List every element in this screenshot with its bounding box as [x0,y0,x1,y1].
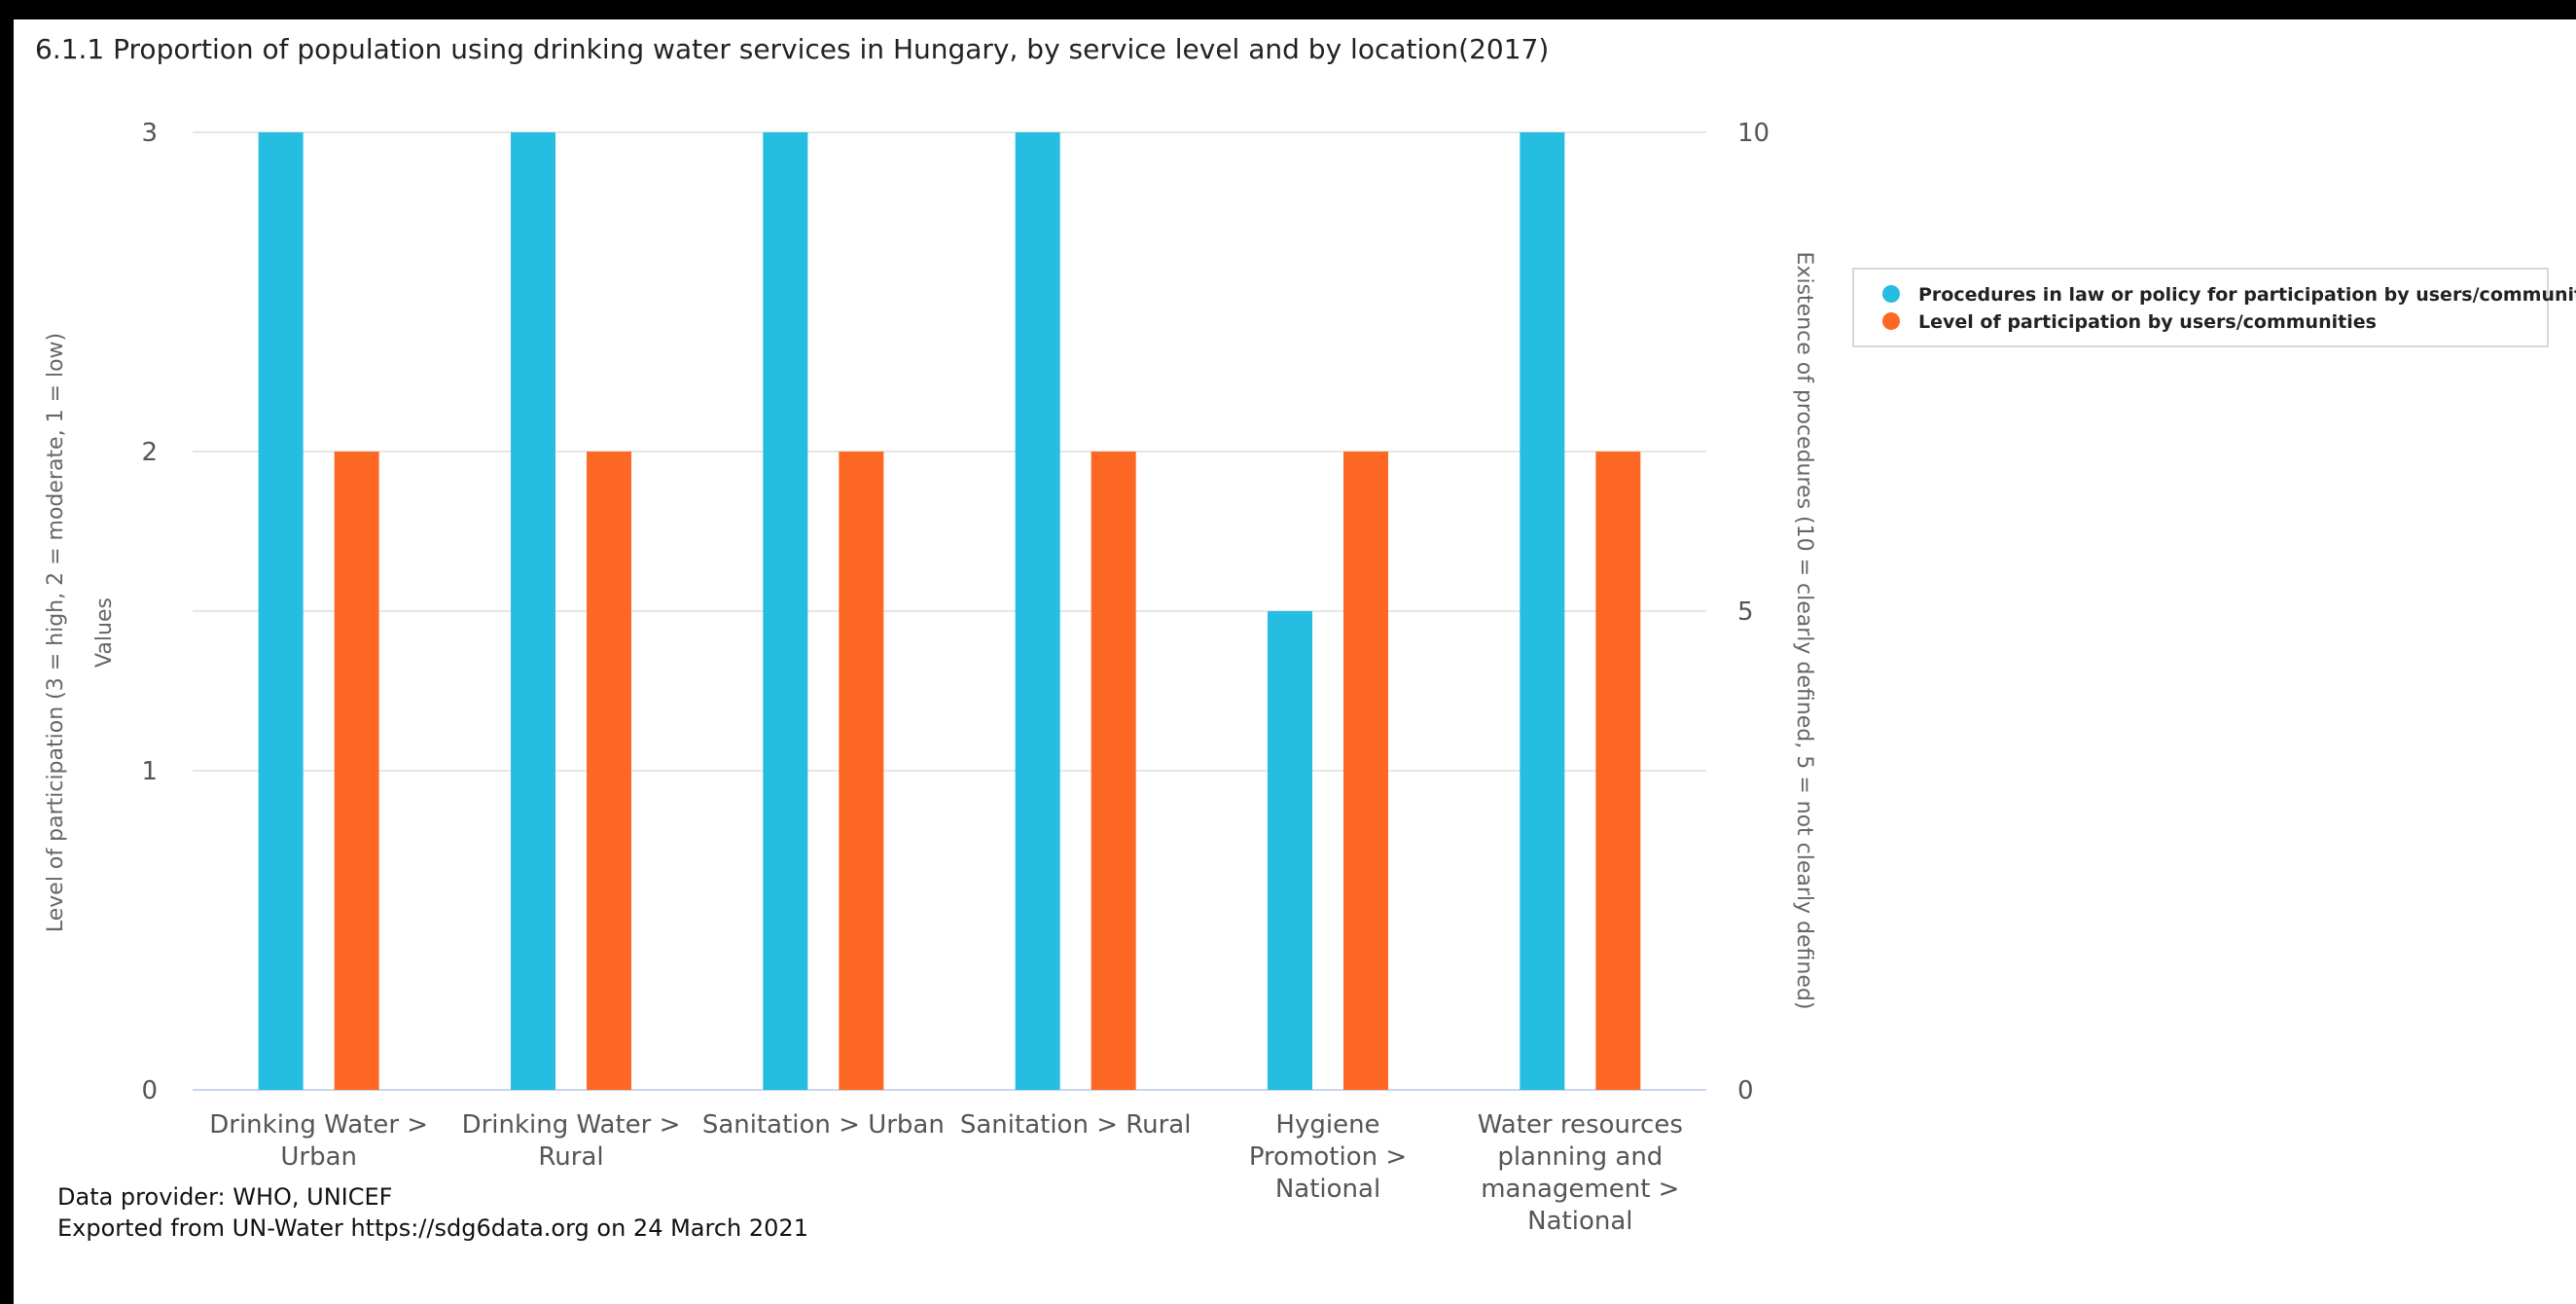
left-axis-subtitle: Values [92,598,117,668]
bar [1343,452,1388,1090]
category-label: Sanitation > Rural [960,1110,1192,1140]
left-tick-label: 3 [141,119,158,148]
bar [258,132,304,1090]
chart-panel: 6.1.1 Proportion of population using dri… [14,19,2576,1304]
right-axis-ticks: 0 5 10 [1737,119,1770,1105]
bar [1091,452,1136,1090]
export-source-text: Exported from UN-Water https://sdg6data.… [57,1214,808,1242]
category-label: Water resources planning and management > N… [1478,1110,1683,1236]
bar [334,452,379,1090]
right-tick-label: 5 [1737,598,1754,627]
category-labels: Drinking Water > Urban Drinking Water > Rur… [209,1110,1683,1236]
bars [258,132,1641,1090]
left-tick-label: 0 [141,1076,158,1105]
legend-label: Level of participation by users/communit… [1918,311,2377,333]
bar [763,132,808,1090]
category-label: Drinking Water > Urban [209,1110,428,1172]
left-axis-title: Level of participation (3 = high, 2 = mo… [44,333,68,932]
bar [1520,132,1565,1090]
category-label: Drinking Water > Rural [462,1110,681,1172]
bar [587,452,631,1090]
bar [511,132,555,1090]
grid-lines [193,131,1706,1091]
legend-marker [1882,285,1900,303]
left-axis-ticks: 0 1 2 3 [141,119,158,1105]
legend-box [1852,268,2549,347]
bar [1015,132,1060,1090]
right-tick-label: 0 [1737,1076,1754,1105]
category-label: Hygiene Promotion > National [1249,1110,1407,1204]
bar [1268,611,1312,1090]
left-tick-label: 2 [141,438,158,467]
legend: Procedures in law or policy for particip… [1852,268,2576,347]
bar [1595,452,1641,1090]
left-tick-label: 1 [141,757,158,786]
legend-label: Procedures in law or policy for particip… [1918,284,2576,306]
chart-title: 6.1.1 Proportion of population using dri… [35,33,1550,65]
credits: Data provider: WHO, UNICEF Exported from… [57,1181,808,1244]
right-axis-title: Existence of procedures (10 = clearly de… [1792,252,1816,1010]
bar [839,452,884,1090]
right-tick-label: 10 [1737,119,1770,148]
data-provider-text: Data provider: WHO, UNICEF [57,1183,393,1211]
legend-marker [1882,312,1900,330]
category-label: Sanitation > Urban [702,1110,945,1140]
